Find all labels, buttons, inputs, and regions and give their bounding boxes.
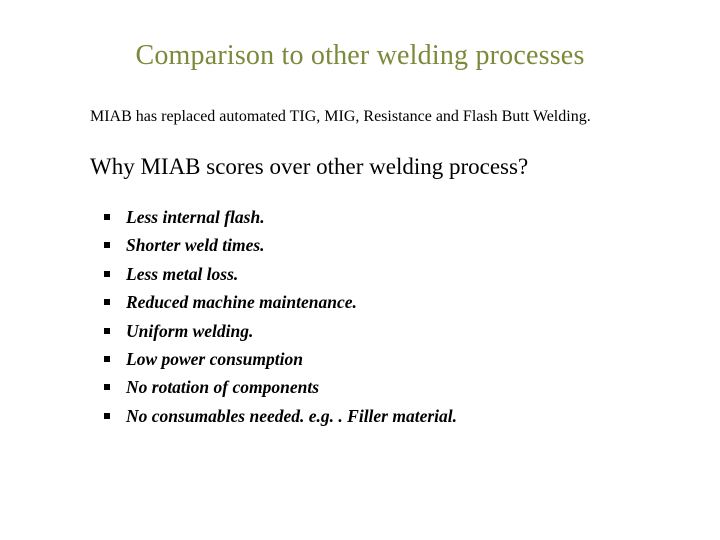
- list-item: Less metal loss.: [104, 263, 630, 285]
- list-item: Shorter weld times.: [104, 234, 630, 256]
- list-item: No rotation of components: [104, 376, 630, 398]
- page-title: Comparison to other welding processes: [90, 40, 630, 72]
- list-item: Uniform welding.: [104, 320, 630, 342]
- list-item: Less internal flash.: [104, 206, 630, 228]
- list-item: Low power consumption: [104, 348, 630, 370]
- subheading: Why MIAB scores over other welding proce…: [90, 154, 630, 180]
- bullet-list: Less internal flash. Shorter weld times.…: [90, 206, 630, 427]
- intro-text: MIAB has replaced automated TIG, MIG, Re…: [90, 108, 630, 126]
- list-item: Reduced machine maintenance.: [104, 291, 630, 313]
- list-item: No consumables needed. e.g. . Filler mat…: [104, 405, 630, 427]
- slide: Comparison to other welding processes MI…: [0, 0, 720, 540]
